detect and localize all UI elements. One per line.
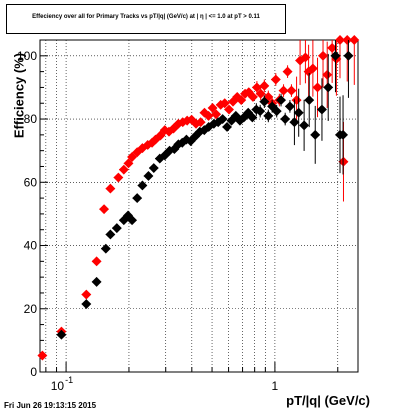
data-point <box>247 112 258 123</box>
data-point <box>195 117 206 128</box>
data-point <box>322 69 333 80</box>
data-point <box>105 229 116 240</box>
data-point <box>222 122 233 132</box>
data-point <box>270 74 281 85</box>
data-point <box>224 104 234 115</box>
data-point <box>203 110 214 121</box>
data-point <box>99 204 110 215</box>
x-tick-label: 1 <box>272 379 279 393</box>
data-point <box>81 289 92 300</box>
axes: 0 20 40 60 80 100 10 -1 1 <box>17 39 339 393</box>
data-point <box>211 109 222 120</box>
grid <box>40 40 358 373</box>
data-point <box>299 120 310 131</box>
chart-title: Effeciency over all for Primary Tracks v… <box>32 14 260 20</box>
data-point <box>317 104 327 115</box>
data-point <box>276 95 286 106</box>
data-point <box>91 256 102 267</box>
data-point <box>105 183 116 194</box>
data-point <box>318 50 328 61</box>
data-point <box>286 85 297 96</box>
data-point <box>127 215 138 226</box>
x-tick-label-exponent: -1 <box>65 375 73 385</box>
y-tick-label: 20 <box>24 302 38 316</box>
data-point <box>289 117 300 128</box>
y-tick-label: 40 <box>24 239 38 253</box>
data-point <box>280 114 291 124</box>
data-point <box>338 129 348 140</box>
data-point <box>312 82 323 93</box>
data-point <box>91 276 102 287</box>
x-tick-label-base: 10 <box>51 379 65 393</box>
data-point <box>310 129 321 140</box>
y-tick-label: 100 <box>17 49 37 63</box>
data-point <box>236 95 247 106</box>
plot-frame <box>39 39 359 373</box>
data-point <box>81 299 92 309</box>
data-point <box>137 180 148 191</box>
data-point <box>284 101 295 112</box>
x-axis-label: pT/|q| (GeV/c) <box>286 393 370 408</box>
data-point <box>291 95 302 106</box>
data-point <box>100 243 111 254</box>
timestamp: Fri Jun 26 19:13:15 2015 <box>4 401 97 410</box>
data-point <box>293 107 304 118</box>
data-point <box>143 171 154 181</box>
y-tick-label: 0 <box>30 365 37 379</box>
black-series <box>56 40 354 340</box>
title-box: Effeciency over all for Primary Tracks v… <box>6 4 286 34</box>
data-point <box>111 223 122 234</box>
data-point <box>282 66 293 77</box>
data-point <box>132 193 143 204</box>
data-point <box>323 82 334 93</box>
y-tick-label: 60 <box>24 175 38 189</box>
data-point <box>217 114 228 124</box>
data-point <box>148 163 159 174</box>
data-point <box>219 98 230 109</box>
data-point <box>343 50 354 61</box>
data-point <box>248 91 258 102</box>
red-series <box>37 35 360 361</box>
data-point <box>118 164 129 175</box>
y-axis-label: Efficiency (%) <box>11 52 27 139</box>
data-point <box>113 172 124 183</box>
data-points <box>37 35 360 361</box>
y-tick-label: 80 <box>24 112 38 126</box>
